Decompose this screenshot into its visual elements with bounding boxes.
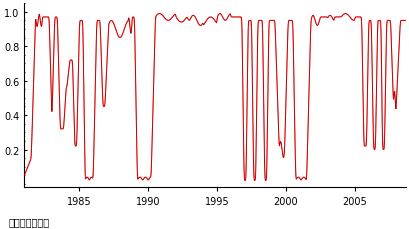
Text: 出所：筆者作成: 出所：筆者作成 xyxy=(8,216,49,226)
